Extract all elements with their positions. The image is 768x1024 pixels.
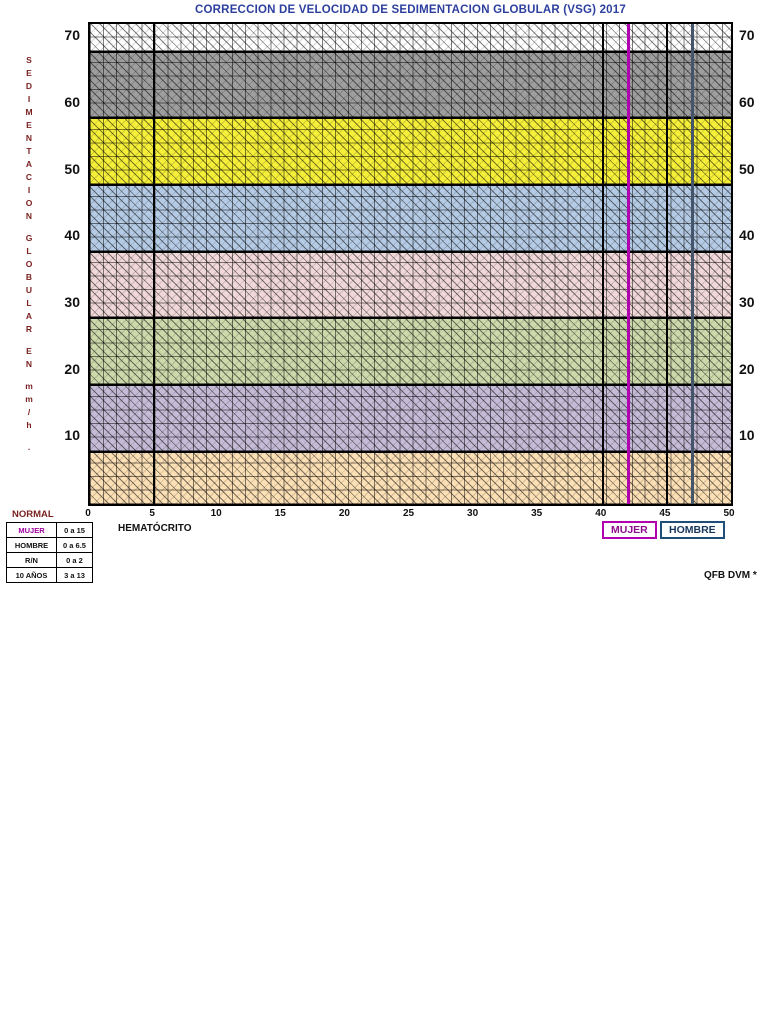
normal-row-value: 0 a 6.5: [56, 537, 93, 553]
y-ticks-right: 70 60 50 40 30 20 10: [737, 22, 768, 506]
normal-row: 10 AÑOS 3 a 13: [6, 567, 93, 583]
normal-row: R/N 0 a 2: [6, 552, 93, 568]
y-tick-label: 60: [739, 94, 755, 110]
chart-title: CORRECCION DE VELOCIDAD DE SEDIMENTACION…: [195, 4, 626, 16]
y-tick-label: 40: [739, 227, 755, 244]
band-gray: [90, 50, 731, 118]
x-tick-label: 25: [402, 508, 415, 519]
band-pink: [90, 250, 731, 318]
legend-mujer: MUJER: [602, 521, 657, 539]
y-tick-label: 70: [64, 27, 80, 44]
band-white: [90, 24, 731, 51]
credit-text: QFB DVM *: [704, 570, 757, 581]
normal-table: MUJER 0 a 15 HOMBRE 0 a 6.5 R/N 0 a 2 10…: [6, 522, 93, 583]
normal-table-title: NORMAL: [12, 509, 54, 520]
y-tick-label: 60: [64, 94, 80, 110]
normal-row-value: 0 a 2: [56, 552, 93, 568]
y-tick-label: 40: [64, 227, 80, 244]
x-axis-label: HEMATÓCRITO: [118, 523, 192, 534]
x-tick-label: 0: [85, 508, 91, 519]
normal-row-label: HOMBRE: [6, 537, 57, 553]
y-tick-label: 10: [739, 427, 755, 444]
plot-area: [88, 22, 733, 506]
band-lavender: [90, 384, 731, 451]
reference-line-mujer: [626, 24, 630, 504]
normal-row: HOMBRE 0 a 6.5: [6, 537, 93, 553]
y-tick-label: 10: [64, 427, 80, 444]
normal-row-label: MUJER: [6, 522, 57, 538]
x-tick-label: 5: [149, 508, 155, 519]
band-peach: [90, 450, 731, 504]
band-blue: [90, 184, 731, 251]
x-tick-label: 50: [723, 508, 735, 519]
x-tick-label: 10: [210, 508, 222, 519]
heavy-gridline-x40: [601, 24, 604, 504]
x-tick-label: 30: [467, 508, 479, 519]
heavy-gridline-x45: [665, 24, 668, 504]
x-tick-label: 40: [595, 508, 607, 519]
x-tick-label: 15: [274, 508, 286, 519]
x-tick-label: 20: [338, 508, 350, 519]
y-tick-label: 30: [739, 294, 755, 310]
heavy-gridline-x5: [153, 24, 156, 504]
y-ticks-left: 70 60 50 40 30 20 10: [46, 22, 82, 506]
band-yellow: [90, 117, 731, 184]
x-tick-label: 35: [531, 508, 543, 519]
normal-row-value: 0 a 15: [56, 522, 93, 538]
normal-row: MUJER 0 a 15: [6, 522, 93, 538]
y-tick-label: 30: [64, 294, 80, 310]
y-tick-label: 70: [739, 27, 755, 44]
normal-row-label: R/N: [6, 552, 57, 568]
normal-row-value: 3 a 13: [56, 567, 93, 583]
legend-hombre: HOMBRE: [660, 521, 725, 539]
band-green: [90, 317, 731, 384]
y-tick-label: 20: [64, 360, 80, 377]
normal-row-label: 10 AÑOS: [6, 567, 57, 583]
y-tick-label: 50: [739, 160, 755, 177]
reference-line-hombre: [691, 24, 694, 504]
y-tick-label: 50: [64, 160, 80, 177]
x-tick-label: 45: [659, 508, 671, 519]
y-tick-label: 20: [739, 360, 755, 377]
x-ticks: 0 5 10 15 20 25 30 35 40 45 50: [85, 508, 734, 521]
